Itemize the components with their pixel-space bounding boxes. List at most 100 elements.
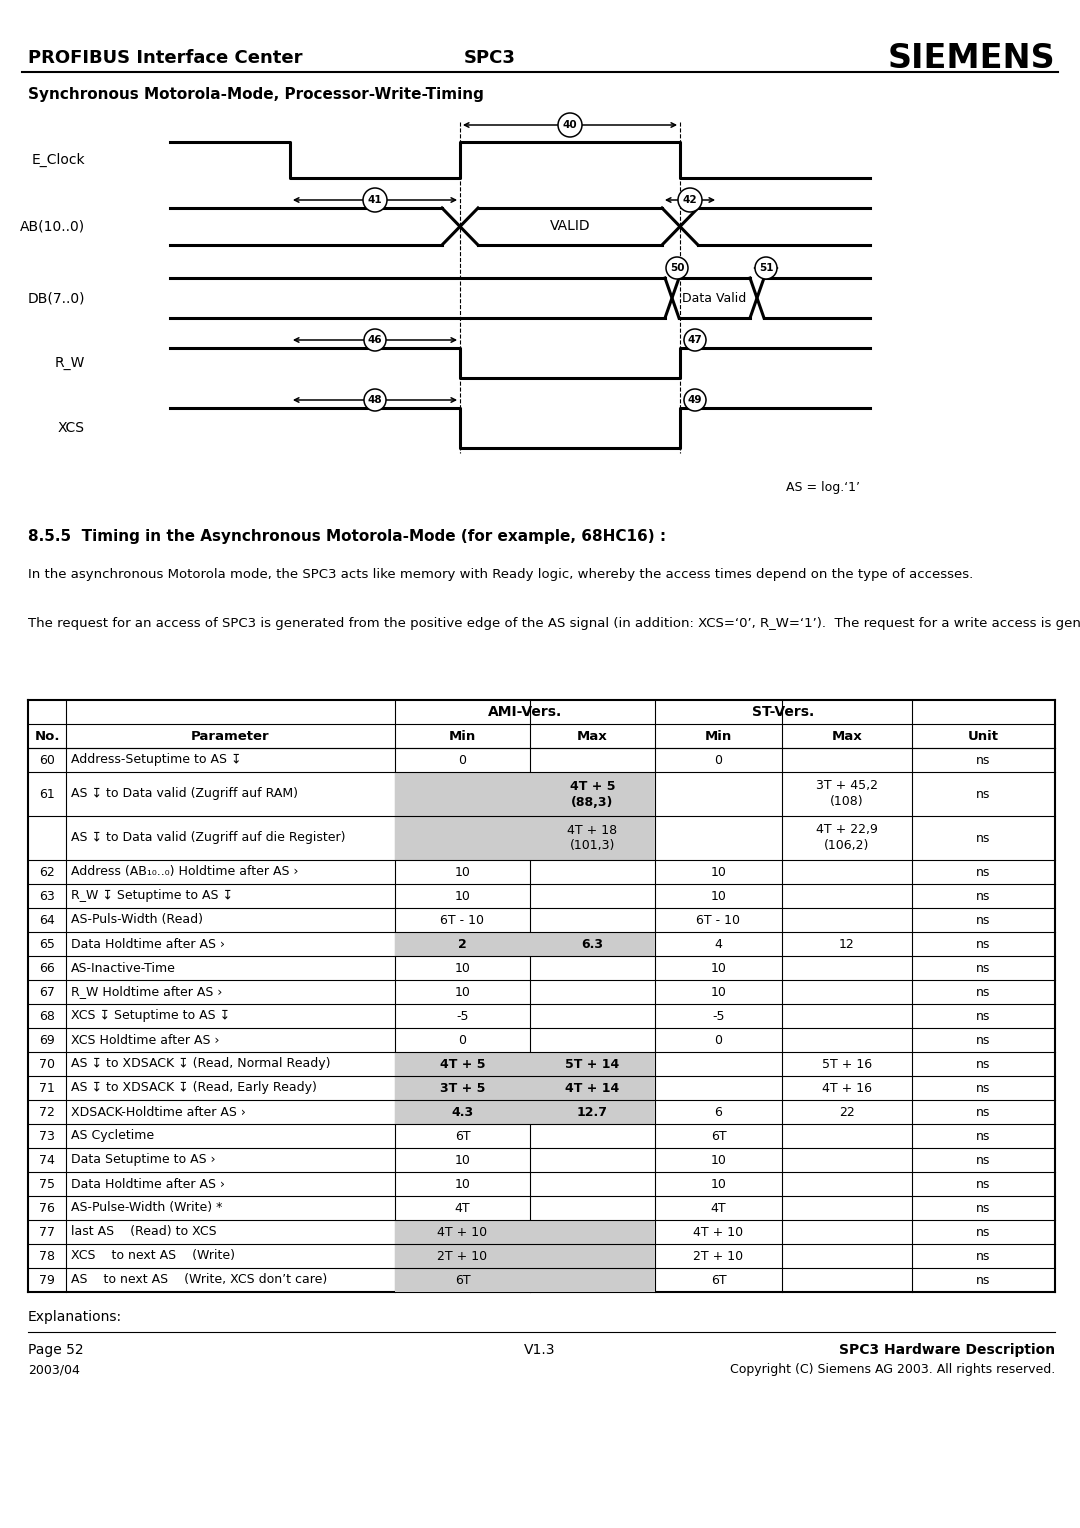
Text: ns: ns — [976, 1273, 990, 1287]
Text: 2T + 10: 2T + 10 — [693, 1250, 743, 1262]
Text: Explanations:: Explanations: — [28, 1309, 122, 1323]
Text: 71: 71 — [39, 1082, 55, 1094]
Text: AS ↧ to Data valid (Zugriff auf RAM): AS ↧ to Data valid (Zugriff auf RAM) — [71, 787, 298, 801]
Text: 2T + 10: 2T + 10 — [437, 1250, 487, 1262]
Text: ns: ns — [976, 865, 990, 879]
Text: SPC3: SPC3 — [464, 49, 516, 67]
FancyBboxPatch shape — [395, 1051, 654, 1076]
Text: Min: Min — [705, 729, 732, 743]
Text: DB(7..0): DB(7..0) — [27, 290, 85, 306]
FancyBboxPatch shape — [395, 1268, 654, 1293]
Text: Min: Min — [449, 729, 476, 743]
Text: 41: 41 — [367, 196, 382, 205]
FancyBboxPatch shape — [395, 816, 654, 860]
Text: ns: ns — [976, 961, 990, 975]
Text: 42: 42 — [683, 196, 698, 205]
Text: Data Setuptime to AS ›: Data Setuptime to AS › — [71, 1154, 216, 1166]
Circle shape — [364, 390, 386, 411]
Text: 6T - 10: 6T - 10 — [697, 914, 741, 926]
Text: AMI-Vers.: AMI-Vers. — [488, 704, 562, 720]
Text: Address (AB₁₀..₀) Holdtime after AS ›: Address (AB₁₀..₀) Holdtime after AS › — [71, 865, 298, 879]
Text: AS-Inactive-Time: AS-Inactive-Time — [71, 961, 176, 975]
Text: In the asynchronous Motorola mode, the SPC3 acts like memory with Ready logic, w: In the asynchronous Motorola mode, the S… — [28, 568, 973, 581]
Text: Address-Setuptime to AS ↧: Address-Setuptime to AS ↧ — [71, 753, 242, 767]
Text: Data Valid: Data Valid — [683, 292, 746, 304]
Circle shape — [558, 113, 582, 138]
Text: 49: 49 — [688, 396, 702, 405]
Text: 12: 12 — [839, 938, 855, 950]
Text: AS    to next AS    (Write, XCS don’t care): AS to next AS (Write, XCS don’t care) — [71, 1273, 327, 1287]
Text: AS Cycletime: AS Cycletime — [71, 1129, 154, 1143]
Text: 4T + 18
(101,3): 4T + 18 (101,3) — [567, 824, 618, 853]
Text: ns: ns — [976, 1154, 990, 1166]
Text: ns: ns — [976, 1010, 990, 1022]
Text: AS-Puls-Width (Read): AS-Puls-Width (Read) — [71, 914, 203, 926]
Text: 67: 67 — [39, 986, 55, 998]
Text: 50: 50 — [670, 263, 685, 274]
Text: 0: 0 — [459, 753, 467, 767]
Text: 40: 40 — [563, 121, 578, 130]
Text: SIEMENS: SIEMENS — [888, 41, 1055, 75]
Text: R_W: R_W — [55, 356, 85, 370]
Text: AS ↧ to XDSACK ↧ (Read, Normal Ready): AS ↧ to XDSACK ↧ (Read, Normal Ready) — [71, 1057, 330, 1071]
Text: 6.3: 6.3 — [581, 938, 604, 950]
Text: Synchronous Motorola-Mode, Processor-Write-Timing: Synchronous Motorola-Mode, Processor-Wri… — [28, 87, 484, 102]
Text: 10: 10 — [455, 889, 471, 903]
Text: 4.3: 4.3 — [451, 1105, 473, 1118]
Text: Copyright (C) Siemens AG 2003. All rights reserved.: Copyright (C) Siemens AG 2003. All right… — [730, 1363, 1055, 1377]
Text: 78: 78 — [39, 1250, 55, 1262]
Text: 6T: 6T — [455, 1273, 470, 1287]
Text: Data Holdtime after AS ›: Data Holdtime after AS › — [71, 1178, 225, 1190]
Text: 51: 51 — [759, 263, 773, 274]
Text: 4T: 4T — [711, 1201, 727, 1215]
Text: 6T: 6T — [455, 1129, 470, 1143]
Text: 6T - 10: 6T - 10 — [441, 914, 485, 926]
Text: 63: 63 — [39, 889, 55, 903]
Text: AS = log.‘1’: AS = log.‘1’ — [786, 481, 860, 495]
Text: ns: ns — [976, 753, 990, 767]
Text: 6T: 6T — [711, 1129, 727, 1143]
FancyBboxPatch shape — [395, 772, 654, 816]
Text: ns: ns — [976, 1082, 990, 1094]
Text: VALID: VALID — [550, 220, 591, 234]
Text: 4T: 4T — [455, 1201, 470, 1215]
Text: Max: Max — [832, 729, 862, 743]
Text: ns: ns — [976, 787, 990, 801]
Text: No.: No. — [35, 729, 59, 743]
Text: 3T + 45,2
(108): 3T + 45,2 (108) — [816, 779, 878, 808]
Text: -5: -5 — [456, 1010, 469, 1022]
Text: ns: ns — [976, 831, 990, 845]
Text: AS-Pulse-Width (Write) *: AS-Pulse-Width (Write) * — [71, 1201, 222, 1215]
Text: Unit: Unit — [968, 729, 999, 743]
Text: ST-Vers.: ST-Vers. — [753, 704, 814, 720]
Text: 68: 68 — [39, 1010, 55, 1022]
Text: XDSACK-Holdtime after AS ›: XDSACK-Holdtime after AS › — [71, 1105, 246, 1118]
Text: 73: 73 — [39, 1129, 55, 1143]
Text: R_W ↧ Setuptime to AS ↧: R_W ↧ Setuptime to AS ↧ — [71, 889, 233, 903]
Text: XCS    to next AS    (Write): XCS to next AS (Write) — [71, 1250, 235, 1262]
Text: 75: 75 — [39, 1178, 55, 1190]
Text: 0: 0 — [715, 1033, 723, 1047]
Text: The request for an access of SPC3 is generated from the positive edge of the AS : The request for an access of SPC3 is gen… — [28, 617, 1080, 630]
Text: V1.3: V1.3 — [524, 1343, 556, 1357]
Text: 10: 10 — [711, 961, 727, 975]
Text: 8.5.5  Timing in the Asynchronous Motorola-Mode (for example, 68HC16) :: 8.5.5 Timing in the Asynchronous Motorol… — [28, 529, 666, 544]
Text: 10: 10 — [455, 1154, 471, 1166]
Text: SPC3 Hardware Description: SPC3 Hardware Description — [839, 1343, 1055, 1357]
Text: 77: 77 — [39, 1225, 55, 1239]
Text: 62: 62 — [39, 865, 55, 879]
Text: 70: 70 — [39, 1057, 55, 1071]
Text: ns: ns — [976, 986, 990, 998]
Text: 4T + 10: 4T + 10 — [437, 1225, 487, 1239]
Text: 10: 10 — [711, 865, 727, 879]
Circle shape — [684, 329, 706, 351]
Text: 60: 60 — [39, 753, 55, 767]
Text: XCS Holdtime after AS ›: XCS Holdtime after AS › — [71, 1033, 219, 1047]
Text: ns: ns — [976, 1250, 990, 1262]
Text: 0: 0 — [715, 753, 723, 767]
Circle shape — [684, 390, 706, 411]
Text: 4T + 22,9
(106,2): 4T + 22,9 (106,2) — [816, 824, 878, 853]
Text: ns: ns — [976, 1225, 990, 1239]
Text: ns: ns — [976, 1105, 990, 1118]
Text: 10: 10 — [711, 1154, 727, 1166]
